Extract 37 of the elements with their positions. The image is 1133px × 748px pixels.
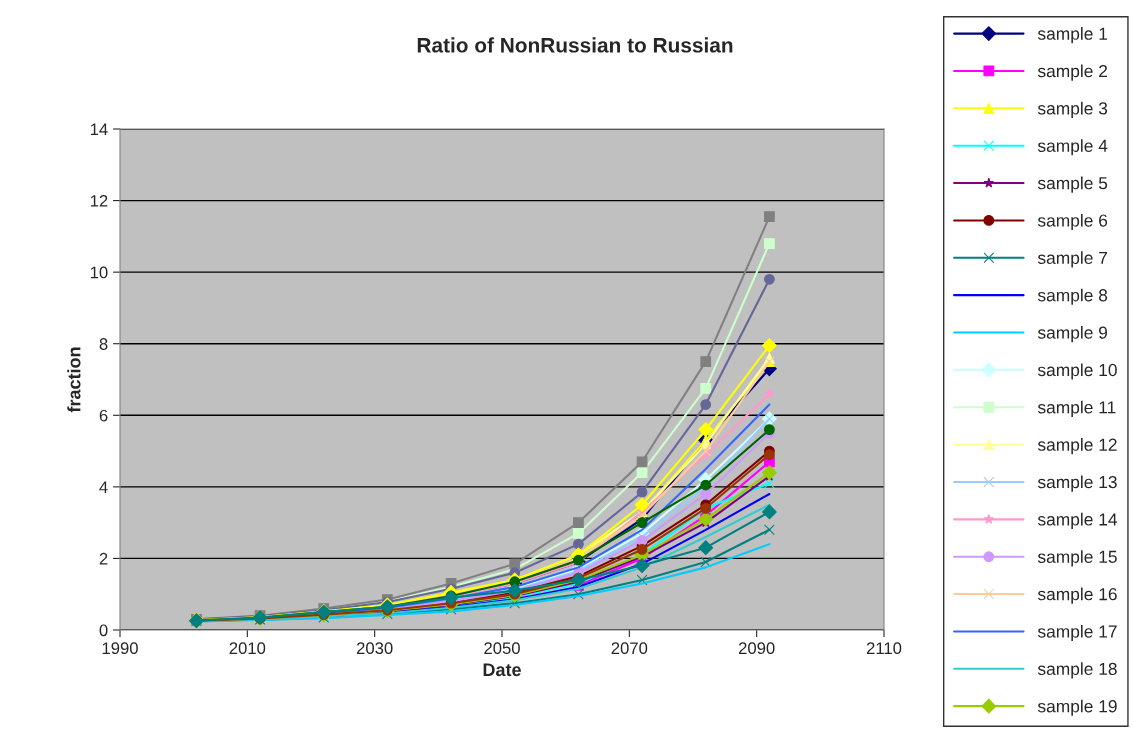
y-tick-label: 12 <box>90 194 108 207</box>
x-tick-label: 2070 <box>611 642 648 655</box>
legend-label: sample 10 <box>1037 363 1117 380</box>
x-tick-label: 2110 <box>866 642 902 655</box>
y-tick-label: 8 <box>99 338 108 350</box>
legend-label: sample 17 <box>1037 624 1117 642</box>
x-tick-label: 2090 <box>738 642 775 655</box>
x-tick-label: 1990 <box>102 642 138 655</box>
x-tick-label: 2010 <box>229 642 266 655</box>
legend-label: sample 16 <box>1037 587 1117 604</box>
legend-label: sample 12 <box>1037 438 1117 455</box>
legend-label: sample 3 <box>1037 101 1108 119</box>
y-tick-label: 0 <box>99 624 108 637</box>
y-axis-title: fraction <box>67 347 81 413</box>
legend-label: sample 4 <box>1037 139 1108 156</box>
x-tick-label: 2050 <box>484 642 520 655</box>
y-tick-label: 6 <box>99 409 108 422</box>
y-tick-label: 4 <box>99 481 108 493</box>
legend-label: sample 14 <box>1037 512 1118 530</box>
y-tick-label: 2 <box>99 552 108 565</box>
x-axis-title: Date <box>483 663 521 677</box>
legend-label: sample 1 <box>1037 27 1108 44</box>
chart-title: Ratio of NonRussian to Russian <box>417 37 733 53</box>
legend-label: sample 19 <box>1037 699 1117 716</box>
legend-label: sample 6 <box>1037 213 1108 231</box>
legend-label: sample 5 <box>1037 176 1108 193</box>
y-tick-label: 14 <box>90 123 108 136</box>
legend-label: sample 2 <box>1037 64 1107 81</box>
legend-label: sample 11 <box>1037 400 1116 417</box>
legend-label: sample 15 <box>1037 550 1117 567</box>
x-tick-label: 2030 <box>356 642 393 655</box>
y-tick-label: 10 <box>90 266 108 279</box>
legend-label: sample 9 <box>1037 326 1108 343</box>
legend-label: sample 7 <box>1037 251 1107 268</box>
legend-label: sample 8 <box>1037 288 1108 305</box>
legend-label: sample 13 <box>1037 475 1117 492</box>
legend-label: sample 18 <box>1037 662 1117 679</box>
